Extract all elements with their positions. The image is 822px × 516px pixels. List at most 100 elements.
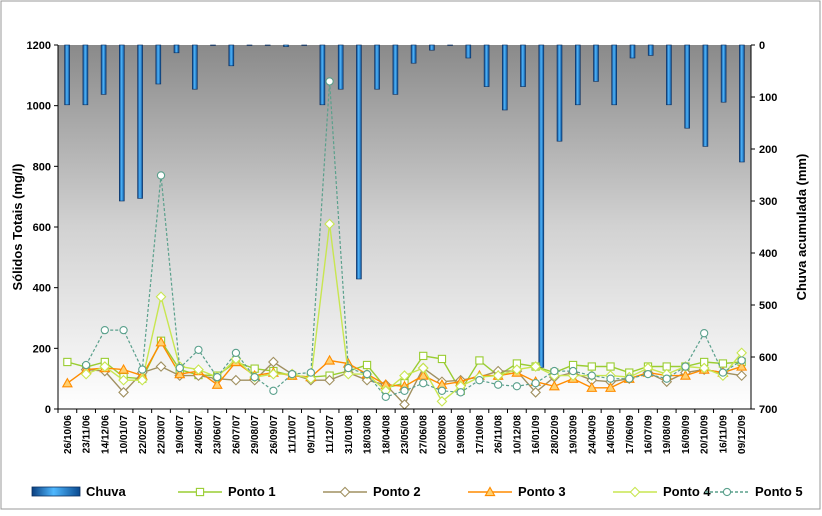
data-point bbox=[342, 368, 354, 380]
data-point bbox=[492, 370, 504, 382]
data-point bbox=[530, 361, 541, 372]
x-tick-label: 16/11/09 bbox=[718, 415, 729, 454]
x-tick-label: 11/10/07 bbox=[288, 415, 299, 454]
data-point bbox=[681, 362, 690, 371]
y-right-tick-label: 300 bbox=[759, 196, 777, 208]
data-point bbox=[643, 369, 653, 379]
x-tick-label: 23/06/07 bbox=[213, 415, 224, 454]
x-tick-label: 26/11/08 bbox=[494, 415, 505, 454]
data-point bbox=[548, 370, 560, 382]
legend-entry: Ponto 4 bbox=[613, 484, 711, 499]
legend-label: Ponto 2 bbox=[373, 484, 421, 499]
data-point bbox=[118, 386, 129, 398]
y-right-tick-label: 0 bbox=[759, 40, 765, 52]
data-point bbox=[625, 374, 634, 383]
data-point bbox=[174, 368, 186, 379]
x-tick-label: 18/03/08 bbox=[363, 415, 374, 454]
data-point bbox=[155, 336, 167, 347]
data-point bbox=[99, 361, 111, 372]
x-tick-label: 26/09/07 bbox=[269, 415, 280, 454]
data-point bbox=[119, 325, 128, 335]
rain-bar bbox=[192, 44, 198, 90]
data-point bbox=[156, 171, 166, 180]
rain-bar bbox=[155, 44, 162, 85]
y-right-tick-label: 400 bbox=[759, 248, 777, 260]
data-point bbox=[606, 362, 615, 371]
x-tick-label: 10/12/08 bbox=[512, 415, 523, 454]
x-tick-label: 31/01/08 bbox=[344, 415, 355, 454]
x-tick-label: 24/04/09 bbox=[587, 415, 598, 454]
data-point bbox=[324, 354, 336, 365]
data-point bbox=[437, 354, 447, 364]
x-tick-label: 17/10/08 bbox=[475, 415, 486, 454]
x-tick-label: 19/08/09 bbox=[662, 415, 673, 454]
data-point bbox=[567, 370, 579, 382]
legend-entry: Chuva bbox=[31, 484, 127, 499]
legend-label: Chuva bbox=[86, 484, 127, 499]
rain-bar bbox=[210, 44, 216, 46]
x-tick-label: 27/06/08 bbox=[419, 415, 430, 454]
rain-bar bbox=[447, 44, 453, 46]
y-right-tick-label: 600 bbox=[759, 352, 777, 364]
rain-bar bbox=[647, 44, 654, 56]
data-point bbox=[399, 370, 410, 382]
data-point bbox=[419, 351, 428, 361]
rain-bar bbox=[720, 44, 727, 103]
rain-bar bbox=[119, 44, 125, 202]
x-tick-label: 14/12/06 bbox=[100, 415, 111, 454]
data-point bbox=[568, 366, 578, 376]
x-tick-label: 24/05/07 bbox=[194, 415, 205, 454]
data-point bbox=[737, 356, 746, 365]
data-point bbox=[531, 379, 540, 388]
rain-bar bbox=[483, 44, 490, 87]
data-point bbox=[400, 386, 409, 395]
data-point bbox=[193, 364, 204, 375]
legend-marker bbox=[339, 486, 351, 498]
data-point bbox=[493, 380, 503, 389]
x-tick-label: 28/02/09 bbox=[550, 415, 561, 454]
x-tick-label: 18/04/08 bbox=[381, 415, 392, 454]
data-point bbox=[80, 368, 92, 380]
x-tick-label: 16/01/09 bbox=[531, 415, 542, 454]
data-point bbox=[344, 363, 353, 373]
x-tick-label: 19/03/09 bbox=[569, 415, 580, 454]
data-point bbox=[325, 77, 334, 86]
plot-area bbox=[58, 45, 751, 409]
y-right-tick-label: 500 bbox=[759, 300, 777, 312]
x-tick-label: 20/10/09 bbox=[700, 415, 711, 454]
data-point bbox=[250, 372, 259, 382]
legend-label: Ponto 5 bbox=[755, 484, 803, 499]
data-point bbox=[718, 359, 728, 368]
x-tick-label: 23/11/06 bbox=[82, 415, 93, 454]
rain-bar bbox=[64, 44, 70, 106]
legend-label: Ponto 1 bbox=[228, 484, 276, 499]
data-point bbox=[700, 329, 709, 338]
data-point bbox=[155, 291, 167, 303]
legend-entry: Ponto 3 bbox=[468, 484, 566, 499]
data-point bbox=[548, 380, 560, 391]
x-tick-label: 23/05/08 bbox=[400, 415, 411, 454]
legend-label: Ponto 4 bbox=[663, 484, 711, 499]
y-left-tick-label: 0 bbox=[45, 404, 51, 416]
data-point bbox=[698, 362, 710, 374]
data-point bbox=[662, 374, 671, 383]
legend-entry: Ponto 1 bbox=[178, 484, 276, 499]
data-point bbox=[606, 374, 615, 383]
rain-bar bbox=[538, 44, 545, 368]
data-point bbox=[512, 382, 522, 391]
y-left-tick-label: 400 bbox=[33, 283, 51, 295]
rain-bar bbox=[392, 44, 399, 95]
rain-bar bbox=[137, 44, 143, 199]
legend-marker bbox=[195, 487, 205, 497]
data-point bbox=[269, 386, 278, 395]
data-point bbox=[324, 374, 335, 386]
rain-bar bbox=[684, 44, 691, 129]
data-point bbox=[550, 366, 559, 376]
data-point bbox=[587, 362, 596, 371]
x-tick-label: 26/10/06 bbox=[63, 415, 74, 454]
legend-marker bbox=[722, 487, 732, 497]
rain-bar bbox=[410, 44, 417, 64]
data-point bbox=[305, 373, 317, 385]
